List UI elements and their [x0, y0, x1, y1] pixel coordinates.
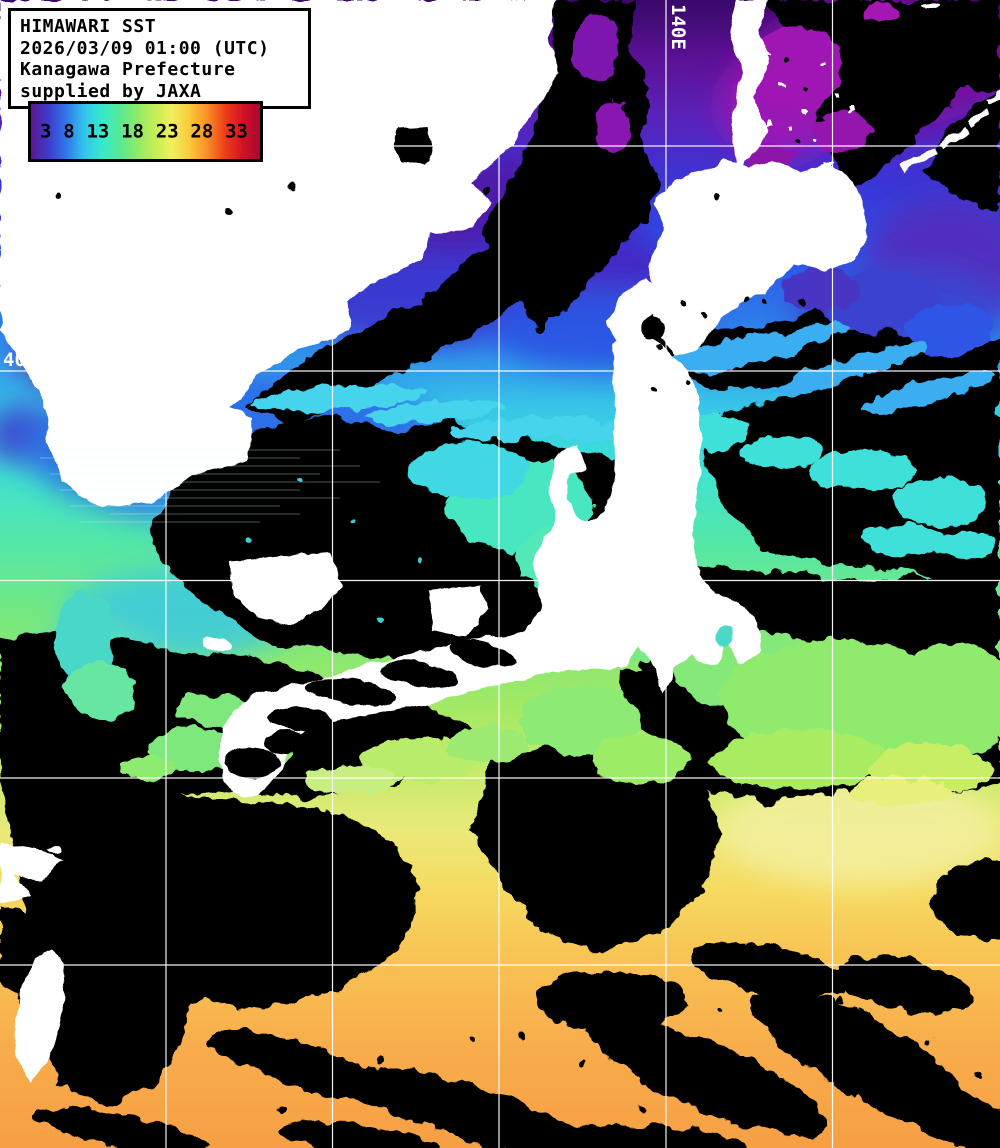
title-box: HIMAWARI SST 2026/03/09 01:00 (UTC) Kana…	[8, 8, 311, 109]
map-region: Kanagawa Prefecture	[20, 59, 236, 80]
map-title: HIMAWARI SST	[20, 16, 157, 37]
colorbar-tick: 8	[63, 120, 75, 143]
map-timestamp: 2026/03/09 01:00 (UTC)	[20, 37, 270, 59]
land-kuril	[966, 108, 992, 128]
land-china-coast	[0, 843, 62, 906]
longitude-label-140e: 140E	[667, 4, 689, 50]
land-west-honshu	[230, 553, 342, 626]
colorbar-gradient	[31, 104, 260, 159]
land-blob	[425, 585, 488, 637]
land-kuril	[899, 147, 938, 173]
grid-labels: 140E 40N	[3, 4, 689, 371]
land-islet	[49, 847, 61, 855]
colorbar-tick: 28	[190, 120, 214, 143]
land-hokkaido	[649, 160, 869, 354]
land-kuril	[985, 87, 1000, 104]
land-islet	[203, 637, 231, 653]
land-islet	[921, 3, 939, 9]
land-kuril	[938, 127, 968, 150]
map-attribution: supplied by JAXA	[20, 80, 202, 102]
colorbar-tick: 13	[86, 120, 110, 143]
land-taiwan	[14, 950, 66, 1081]
land-sakhalin	[729, 0, 771, 172]
streak-layer	[40, 449, 380, 523]
latitude-label-40n: 40N	[3, 349, 37, 371]
colorbar-tick: 23	[155, 120, 179, 143]
colorbar-tick: 3	[40, 120, 52, 143]
land-peninsula-nw	[46, 386, 252, 507]
colorbar-ticks: 3 8 13 18 23 28 33	[31, 120, 260, 142]
temperature-colorbar: 3 8 13 18 23 28 33	[28, 101, 263, 162]
sea-accent-layer	[55, 2, 1000, 807]
colorbar-tick: 18	[121, 120, 144, 143]
colorbar-tick: 33	[225, 120, 248, 143]
